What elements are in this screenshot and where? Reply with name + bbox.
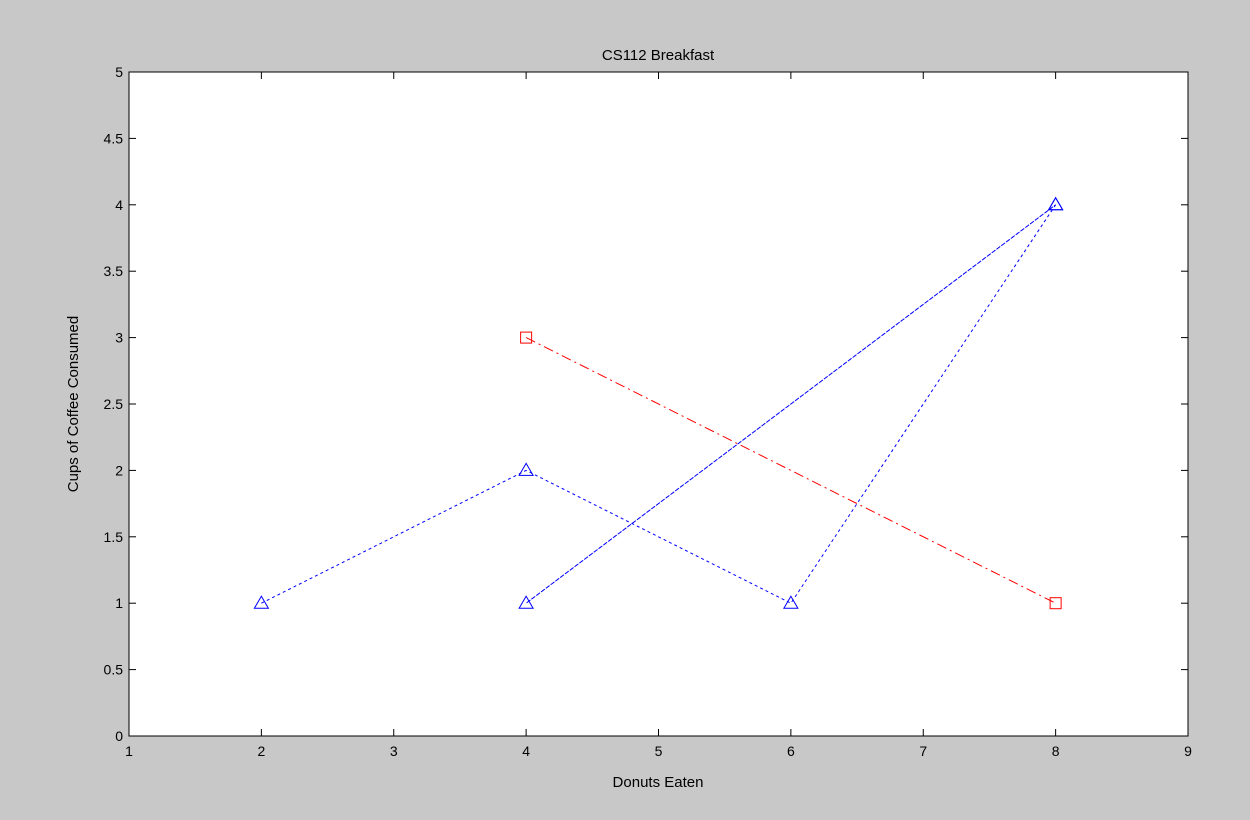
x-tick-label: 6 — [787, 743, 795, 759]
y-tick-label: 0.5 — [104, 662, 124, 678]
y-tick-label: 1 — [115, 595, 123, 611]
series-line-1 — [261, 204, 1057, 604]
x-tick-label: 1 — [125, 743, 133, 759]
series-layer — [253, 196, 1064, 610]
data-point-triangle — [518, 462, 534, 476]
y-tick-label: 5 — [115, 64, 123, 80]
x-tick-label: 3 — [390, 743, 398, 759]
data-point-triangle — [253, 595, 270, 609]
x-tick-label: 4 — [522, 743, 530, 759]
y-tick-label: 4.5 — [104, 130, 124, 146]
y-axis-label: Cups of Coffee Consumed — [65, 316, 82, 493]
y-tick-label: 3.5 — [104, 263, 124, 279]
y-tick-label: 2.5 — [104, 396, 124, 412]
y-tick-label: 0 — [115, 728, 123, 744]
x-tick-label: 7 — [919, 743, 927, 759]
data-point-triangle — [518, 595, 534, 609]
data-point-triangle — [783, 595, 799, 609]
data-point-square — [520, 331, 533, 344]
y-tick-label: 2 — [115, 462, 123, 478]
x-tick-label: 9 — [1184, 743, 1192, 759]
x-tick-label: 8 — [1052, 743, 1060, 759]
y-tick-label: 3 — [115, 330, 123, 346]
y-tick-label: 1.5 — [104, 529, 124, 545]
x-tick-label: 5 — [655, 743, 663, 759]
y-tick-label: 4 — [115, 197, 123, 213]
x-tick-label: 2 — [257, 743, 265, 759]
x-axis-label: Donuts Eaten — [613, 774, 704, 791]
data-point-triangle — [1047, 196, 1064, 211]
chart-title: CS112 Breakfast — [602, 47, 715, 64]
data-point-square — [1049, 597, 1062, 610]
plot-frame — [128, 71, 1189, 737]
